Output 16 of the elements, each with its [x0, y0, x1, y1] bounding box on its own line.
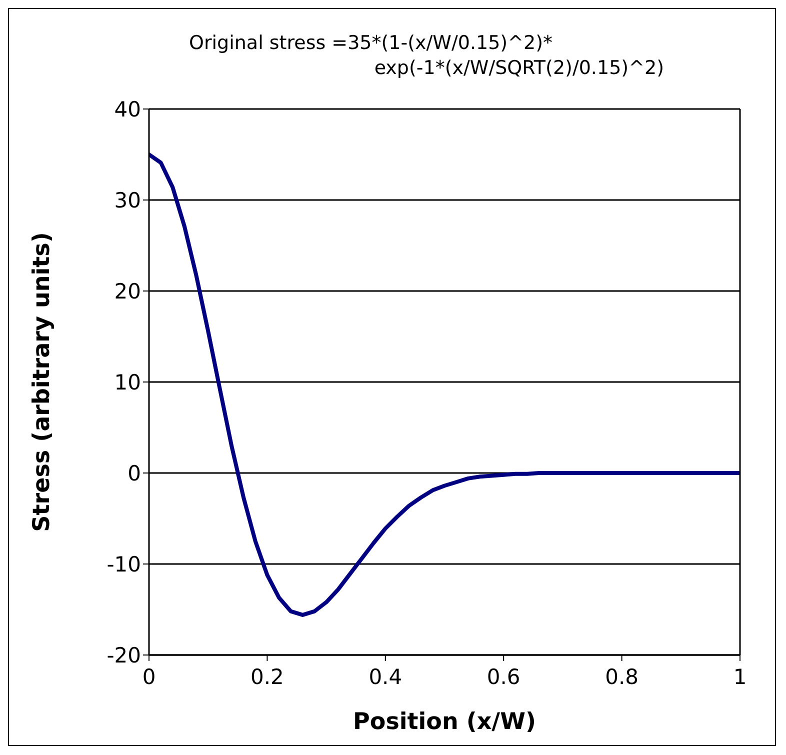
x-axis-title: Position (x/W)	[353, 709, 536, 735]
x-tick-label: 0.8	[605, 664, 639, 689]
x-tick-label: 1	[733, 664, 747, 689]
y-axis-title: Stress (arbitrary units)	[29, 232, 56, 532]
y-tick-label: -20	[106, 643, 141, 668]
x-tick-label: 0.4	[368, 664, 402, 689]
x-tick-label: 0	[142, 664, 156, 689]
y-tick-label: 0	[128, 461, 141, 486]
y-tick-label: 20	[114, 279, 141, 304]
y-tick-label: -10	[106, 552, 141, 576]
y-tick-label: 10	[114, 370, 141, 394]
y-tick-label: 30	[114, 188, 141, 212]
y-tick-label: 40	[114, 97, 141, 122]
x-tick-label: 0.2	[250, 664, 284, 689]
chart-title: Original stress =35*(1-(x/W/0.15)^2)* exp(-1*(x/W/SQRT(2)/0.15)^2)	[189, 31, 664, 81]
x-tick-label: 0.6	[486, 664, 520, 689]
